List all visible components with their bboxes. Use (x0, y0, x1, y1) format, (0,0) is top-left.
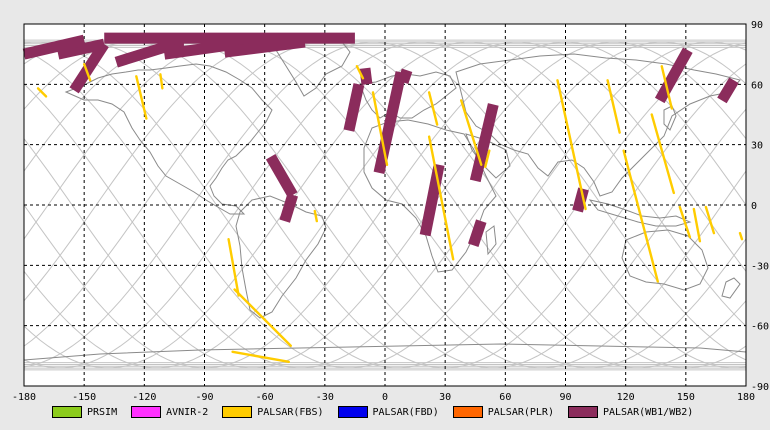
legend-label: PRSIM (87, 406, 118, 418)
wb-swath (654, 47, 693, 104)
lon-tick-label: 180 (737, 392, 755, 403)
fbs-track (460, 99, 483, 166)
legend-label: PALSAR(PLR) (487, 406, 554, 418)
fbs-track (135, 75, 148, 120)
wb-swath (373, 71, 407, 175)
lat-tick-label: -60 (751, 322, 769, 333)
lat-tick-label: 90 (751, 20, 763, 31)
fbs-track (650, 113, 675, 195)
legend-item: PALSAR(WB1/WB2) (567, 406, 694, 418)
fbs-track (427, 91, 439, 126)
fbs-track (704, 205, 716, 235)
land-outlines (23, 41, 747, 361)
wb-swath (343, 83, 365, 132)
fbs-track (606, 79, 621, 134)
wb-swath (717, 77, 739, 104)
legend-swatch (131, 406, 162, 418)
lon-tick-label: 150 (677, 392, 695, 403)
legend-label: AVNIR-2 (166, 406, 209, 418)
wb-swath (114, 38, 177, 68)
wb-swath (279, 193, 299, 223)
fbs-track (231, 350, 290, 364)
map-frame (23, 23, 747, 387)
fbs-track (738, 231, 744, 241)
fbs-track (692, 207, 702, 243)
lat-tick-label: 0 (751, 201, 757, 212)
lat-tick-label: 60 (751, 80, 763, 91)
fbs-track (227, 237, 240, 297)
fbs-track (355, 65, 365, 80)
wb-swath (56, 38, 106, 60)
wb-swath (69, 41, 109, 94)
lon-tick-label: 120 (617, 392, 635, 403)
fbs-track (622, 149, 659, 283)
fbs-track (660, 65, 673, 110)
lon-tick-label: -180 (12, 392, 36, 403)
legend-item: PALSAR(FBS) (222, 406, 324, 418)
lat-tick-label: -90 (751, 382, 769, 393)
wb-swath (223, 36, 306, 58)
legend-swatch (222, 406, 253, 418)
fbs-track (313, 209, 319, 223)
legend-swatch (52, 406, 82, 418)
lat-tick-label: -30 (751, 261, 769, 272)
legend-label: PALSAR(WB1/WB2) (602, 406, 694, 418)
lon-tick-label: 90 (559, 392, 571, 403)
fbs-track (36, 87, 48, 98)
wb-swath (359, 67, 373, 86)
fbs-track (371, 91, 389, 166)
legend-swatch (567, 406, 598, 418)
wb-swath (265, 153, 298, 198)
wb-swath (22, 34, 86, 60)
wb-swath (469, 103, 499, 183)
fbs-track (678, 205, 692, 239)
lon-tick-label: 60 (499, 392, 511, 403)
legend-label: PALSAR(FBS) (257, 406, 324, 418)
lat-tick-label: 30 (751, 141, 763, 152)
legend-item: PALSAR(FBD) (337, 406, 439, 418)
lon-tick-label: -90 (195, 392, 213, 403)
palsar-fbs-tracks (36, 63, 744, 364)
fbs-track (427, 135, 455, 261)
lon-tick-label: 0 (382, 392, 388, 403)
legend-item: PRSIM (52, 406, 117, 418)
fbs-track (82, 63, 92, 82)
axis-ticks: -180 -150 -120 -90 -60 -30 0 30 60 90 120 150 180 90 6… (12, 20, 769, 403)
fbs-track (556, 79, 587, 211)
lon-tick-label: -120 (132, 392, 156, 403)
legend-swatch (452, 406, 483, 418)
fbs-track (159, 73, 164, 90)
lon-tick-label: -60 (256, 392, 274, 403)
fbs-track (233, 288, 292, 347)
wb-swath (397, 68, 413, 85)
lon-tick-label: -30 (316, 392, 334, 403)
legend-item: AVNIR-2 (131, 406, 208, 418)
legend-swatch (337, 406, 368, 418)
legend: PRSIM AVNIR-2 PALSAR(FBS) PALSAR(FBD) PALSAR… (52, 404, 707, 420)
legend-label: PALSAR(FBD) (372, 406, 439, 418)
lon-tick-label: -150 (72, 392, 96, 403)
lon-tick-label: 30 (439, 392, 451, 403)
legend-item: PALSAR(PLR) (452, 406, 554, 418)
wb-swath (468, 219, 487, 247)
fbs-track (484, 149, 491, 168)
